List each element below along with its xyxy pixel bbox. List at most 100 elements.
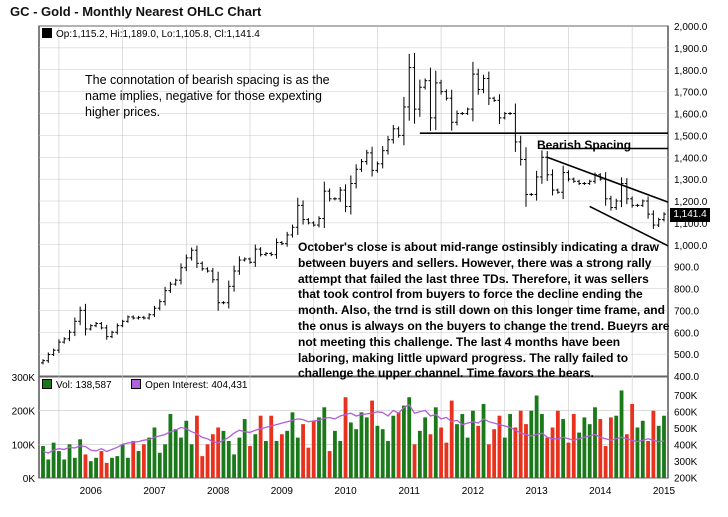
ohlc-bar: [566, 170, 571, 182]
ohlc-bar: [285, 231, 290, 247]
ohlc-bar: [67, 329, 72, 342]
ohlc-bar: [99, 321, 104, 330]
ohlc-bar: [152, 305, 157, 318]
ohlc-bar: [332, 197, 337, 201]
volume-bar: [508, 414, 512, 478]
volume-bar: [226, 440, 231, 478]
price-tick-label: 1,400.0: [674, 153, 708, 164]
volume-bar: [301, 424, 305, 478]
volume-bar: [274, 440, 279, 478]
volume-bar: [348, 422, 353, 478]
ohlc-bar: [131, 315, 136, 320]
volume-bar: [386, 440, 390, 478]
volume-bar: [396, 412, 401, 478]
ohlc-bar: [189, 247, 194, 261]
ohlc-bar: [412, 53, 417, 124]
ohlc-bar: [72, 317, 77, 337]
ohlc-bar: [587, 179, 592, 186]
volume-bar: [216, 427, 221, 478]
ohlc-bar: [534, 170, 539, 201]
ohlc-bar: [508, 111, 513, 116]
volume-bar: [253, 434, 258, 478]
volume-bar: [402, 405, 406, 478]
volume-bar: [534, 395, 539, 478]
trendline: [546, 156, 669, 203]
volume-bar: [614, 415, 619, 478]
volume-bar: [322, 407, 327, 478]
volume-bar: [364, 417, 369, 478]
ohlc-bar: [433, 70, 438, 131]
volume-bar: [465, 437, 470, 478]
chart-title: GC - Gold - Monthly Nearest OHLC Chart: [10, 4, 262, 19]
price-tick-label: 700.0: [674, 306, 699, 317]
x-tick-label: 2006: [80, 486, 103, 497]
volume-bar: [662, 415, 666, 478]
price-tick-label: 1,100.0: [674, 219, 708, 230]
volume-bar: [51, 442, 56, 478]
ohlc-bar: [78, 306, 83, 326]
price-tick-label: 1,300.0: [674, 175, 708, 186]
ohlc-bar: [646, 196, 651, 219]
volume-tick-label: 200K: [12, 407, 36, 418]
ohlc-bar: [322, 181, 327, 229]
volume-bar: [593, 407, 597, 478]
volume-bar: [131, 440, 136, 478]
ohlc-bar: [481, 74, 486, 94]
price-legend: Op:1,115.2, Hi:1,189.0, Lo:1,105.8, Cl:1…: [42, 28, 260, 41]
ohlc-bar: [141, 315, 146, 320]
volume-bar: [646, 440, 650, 478]
volume-bar: [67, 444, 72, 478]
volume-bar: [391, 415, 396, 478]
volume-bar: [311, 420, 316, 478]
volume-legend-swatch: [42, 379, 52, 389]
ohlc-bar: [125, 315, 130, 323]
volume-bar: [163, 444, 167, 478]
ohlc-bar: [423, 78, 428, 90]
volume-bar: [264, 440, 268, 478]
ohlc-bar: [306, 218, 311, 225]
volume-bar: [582, 417, 587, 478]
volume-bar: [141, 444, 146, 478]
ohlc-bar: [539, 150, 544, 184]
last-price-tag: 1,141.4: [670, 208, 710, 222]
price-legend-swatch: [42, 28, 52, 38]
volume-bar: [524, 424, 528, 478]
oi-tick-label: 700K: [674, 391, 698, 402]
ohlc-bar: [630, 196, 635, 208]
ohlc-bar: [354, 164, 359, 189]
volume-legend: Vol: 138,587 Open Interest: 404,431: [42, 379, 247, 392]
volume-bar: [439, 427, 443, 478]
ohlc-bar: [364, 149, 369, 165]
ohlc-bar: [502, 111, 507, 120]
ohlc-bar: [571, 177, 576, 183]
price-tick-label: 400.0: [674, 372, 699, 383]
x-tick-label: 2008: [207, 486, 230, 497]
ohlc-bar: [513, 103, 518, 152]
volume-bar: [529, 410, 534, 478]
volume-bar: [295, 437, 300, 478]
volume-bar: [433, 407, 438, 478]
x-tick-label: 2009: [271, 486, 294, 497]
x-tick-label: 2012: [462, 486, 485, 497]
ohlc-bar: [656, 217, 661, 227]
oi-tick-label: 200K: [674, 474, 698, 485]
volume-bar: [333, 430, 337, 478]
volume-bar: [502, 437, 507, 478]
ohlc-bar: [444, 89, 449, 101]
ohlc-bar: [417, 79, 422, 117]
ohlc-bar: [279, 241, 284, 246]
oi-tick-label: 300K: [674, 457, 698, 468]
ohlc-bar: [619, 177, 624, 208]
ohlc-bar: [110, 330, 114, 339]
ohlc-bar: [301, 200, 306, 225]
volume-tick-label: 100K: [12, 440, 36, 451]
ohlc-bar: [232, 265, 237, 292]
ohlc-bar: [147, 313, 152, 320]
annotation-bearish-spacing-note: The connotation of bearish spacing is as…: [85, 73, 330, 119]
ohlc-bar: [210, 267, 215, 283]
ohlc-bar: [640, 199, 645, 207]
oi-tick-label: 600K: [674, 408, 698, 419]
volume-bar: [88, 461, 93, 478]
volume-bar: [72, 457, 77, 478]
volume-tick-label: 300K: [12, 373, 36, 384]
